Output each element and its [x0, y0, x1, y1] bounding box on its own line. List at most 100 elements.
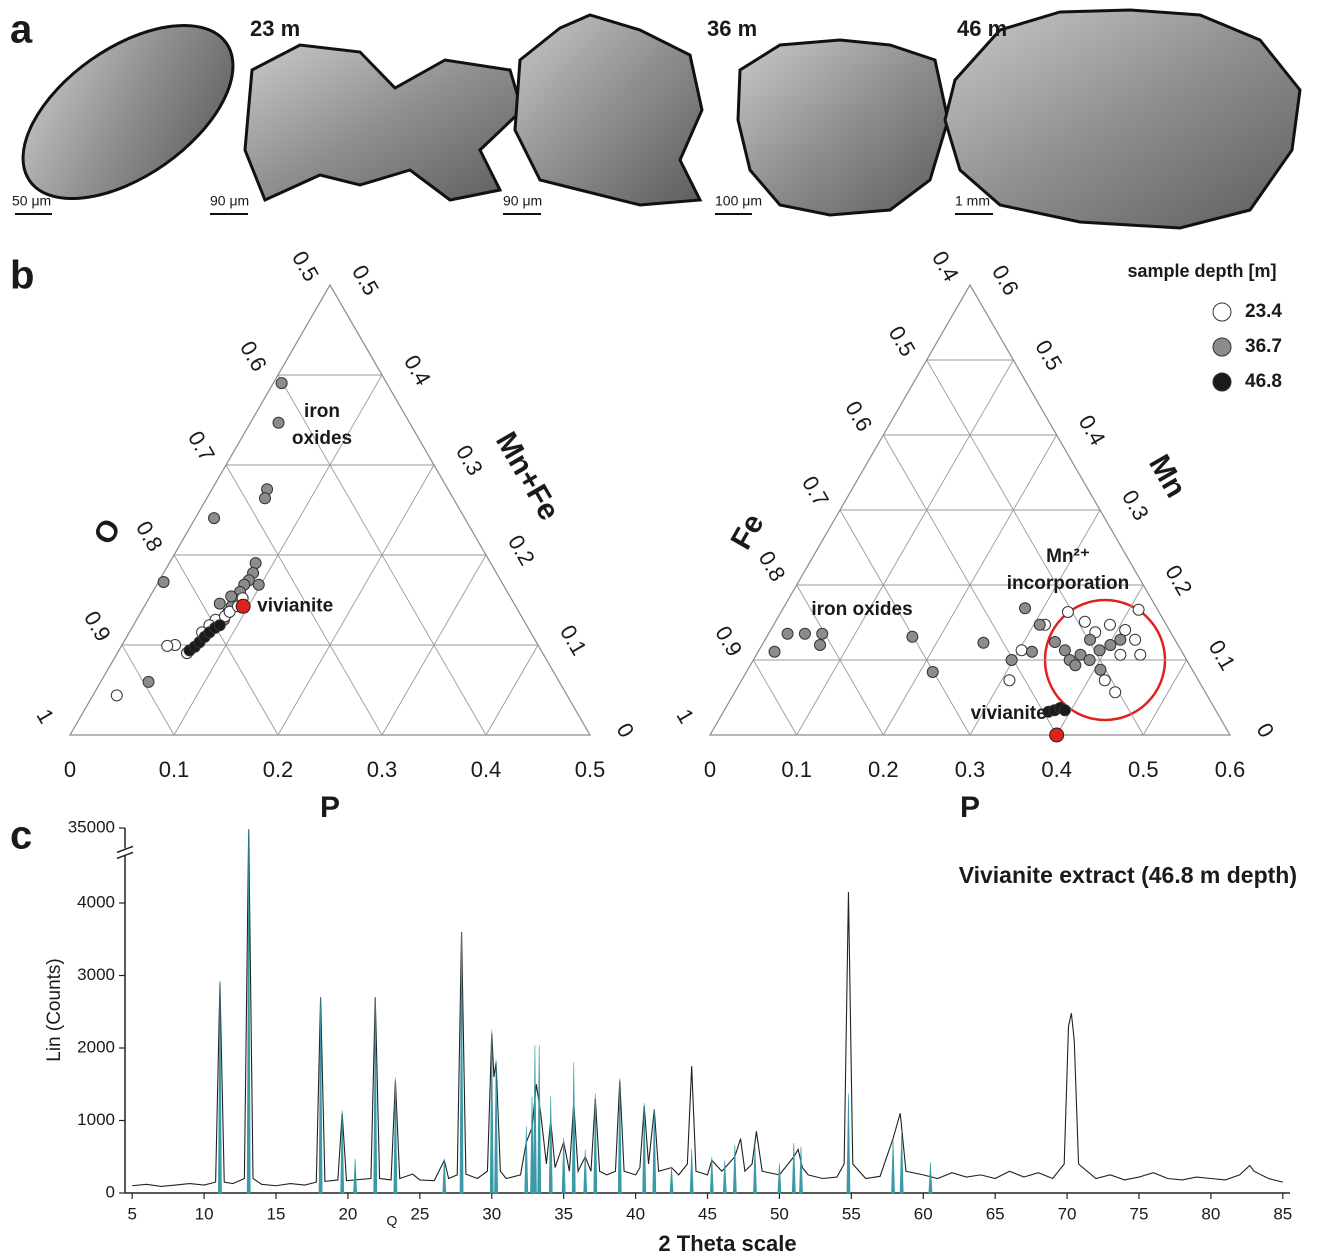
left-tick-label: 0.4 [927, 247, 964, 286]
data-point [1078, 615, 1091, 628]
crystal-image [943, 8, 1302, 230]
right-tick-label: 0.4 [399, 351, 436, 390]
reference-peak [548, 1095, 553, 1194]
p-tick-label: 0.5 [575, 757, 606, 782]
p-tick-label: 0.1 [159, 757, 190, 782]
legend-marker [1212, 337, 1232, 357]
x-tick-label: 85 [1273, 1204, 1292, 1223]
data-point [1048, 636, 1061, 648]
reference-peak [669, 1166, 674, 1194]
data-point [1119, 624, 1132, 636]
data-point [223, 605, 236, 618]
data-point [814, 639, 827, 651]
data-point [213, 597, 226, 610]
reference-peak [722, 1160, 727, 1194]
data-point [1098, 674, 1111, 687]
x-tick-label: 75 [1130, 1204, 1149, 1223]
reference-peak [353, 1158, 358, 1194]
reference-peak [652, 1108, 657, 1194]
p-tick-label: 0 [64, 757, 76, 782]
reference-peak [459, 932, 464, 1194]
reference-peak [617, 1078, 622, 1194]
annotation: Q [387, 1213, 398, 1229]
data-point [926, 666, 939, 678]
left-tick-label: 0.8 [131, 517, 168, 556]
y-tick-label: 1000 [77, 1110, 115, 1129]
reference-peak [846, 1093, 851, 1194]
grid-line [796, 584, 884, 736]
data-point [1025, 645, 1038, 658]
reference-peak [218, 980, 222, 1194]
data-point [1074, 648, 1087, 661]
annotation: oxides [292, 428, 352, 449]
x-tick-label: 45 [698, 1204, 717, 1223]
data-point [1003, 674, 1016, 687]
right-tick-label: 0.1 [555, 621, 592, 660]
reference-peak [732, 1145, 737, 1194]
x-tick-label: 50 [770, 1204, 789, 1223]
reference-point [235, 598, 251, 614]
data-point [798, 627, 811, 640]
depth-label: 36 m [707, 16, 757, 41]
data-point [272, 416, 285, 429]
reference-peak [442, 1158, 447, 1194]
data-point [213, 619, 226, 632]
data-point [249, 557, 262, 570]
data-point [259, 492, 271, 505]
p-tick-label: 0.3 [955, 757, 986, 782]
left-tick-label: 1 [672, 705, 700, 728]
left-tick-label: 0.7 [183, 427, 220, 466]
right-tick-label: 0.6 [987, 261, 1024, 300]
right-tick-label: 0 [612, 719, 640, 742]
p-tick-label: 0.4 [471, 757, 502, 782]
reference-peak [777, 1163, 782, 1194]
depth-label: 23 m [250, 16, 300, 41]
data-point [208, 512, 221, 525]
right-tick-label: 0.3 [1117, 486, 1154, 525]
grid-line [173, 554, 279, 736]
x-tick-label: 25 [410, 1204, 429, 1223]
p-tick-label: 0.4 [1041, 757, 1072, 782]
chart-title: Vivianite extract (46.8 m depth) [959, 862, 1297, 888]
p-tick-label: 0.6 [1215, 757, 1246, 782]
y-tick-label: 4000 [77, 892, 115, 911]
legend-marker [1212, 302, 1232, 322]
data-point [906, 630, 919, 643]
reference-peak [799, 1146, 803, 1194]
reference-peak [928, 1162, 933, 1194]
data-point [110, 689, 123, 702]
data-point [225, 590, 238, 603]
x-tick-label: 40 [626, 1204, 645, 1223]
p-tick-label: 0.5 [1128, 757, 1159, 782]
legend-marker [1212, 372, 1232, 392]
reference-peak [561, 1137, 566, 1194]
x-tick-label: 80 [1201, 1204, 1220, 1223]
data-point [275, 377, 288, 390]
annotation: iron [304, 401, 340, 422]
left-tick-label: 0.6 [235, 337, 272, 376]
data-point [1058, 644, 1071, 657]
grid-line [839, 509, 971, 736]
depth-label: 46 m [957, 16, 1007, 41]
right-tick-label: 0.4 [1074, 411, 1111, 450]
reference-label: vivianite [971, 703, 1047, 724]
x-tick-label: 60 [914, 1204, 933, 1223]
p-tick-label: 0.3 [367, 757, 398, 782]
left-tick-label: 0.7 [797, 472, 834, 511]
reference-peak [373, 997, 378, 1194]
left-tick-label: 1 [32, 705, 60, 728]
reference-peak [530, 1096, 534, 1194]
reference-peak [583, 1149, 588, 1194]
data-point [1033, 618, 1046, 631]
scale-label: 90 μm [503, 193, 542, 209]
reference-peak [393, 1077, 398, 1194]
data-point [1094, 663, 1107, 676]
left-tick-label: 0.6 [840, 397, 877, 436]
axis-title: Fe [725, 508, 771, 555]
reference-peak [340, 1110, 345, 1194]
data-point [1104, 639, 1117, 651]
data-point [1114, 633, 1127, 646]
p-tick-label: 0.2 [868, 757, 899, 782]
left-tick-label: 0.5 [884, 322, 921, 361]
x-tick-label: 5 [127, 1204, 136, 1223]
